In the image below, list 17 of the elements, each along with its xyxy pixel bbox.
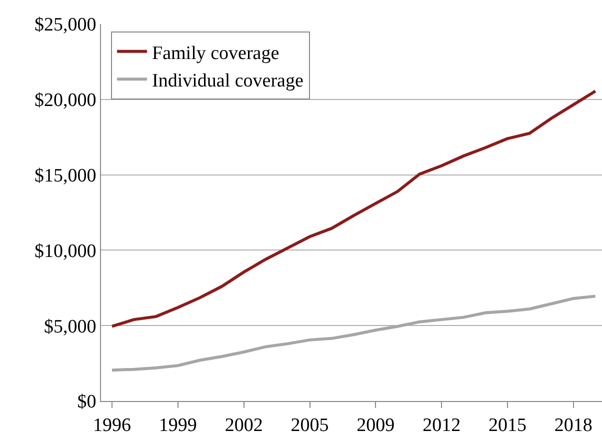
y-tick-label: $15,000 xyxy=(34,165,96,186)
x-tick-label: 2009 xyxy=(356,414,395,436)
y-tick-label: $20,000 xyxy=(34,90,96,112)
y-tick-label: $25,000 xyxy=(34,14,96,36)
legend-label: Individual coverage xyxy=(152,70,304,92)
x-tick-label: 2012 xyxy=(422,414,461,436)
y-tick-label: $5,000 xyxy=(44,316,96,338)
x-tick-label: 1999 xyxy=(158,414,197,436)
y-tick-label: $0 xyxy=(77,392,96,413)
y-tick-label: $10,000 xyxy=(34,240,96,262)
line-series xyxy=(110,90,597,328)
x-tick-label: 2002 xyxy=(224,414,263,436)
x-tick-label: 1996 xyxy=(92,414,131,436)
x-tick-label: 2005 xyxy=(290,414,329,436)
x-tick-label: 2018 xyxy=(554,414,592,436)
legend-label: Family coverage xyxy=(152,42,280,64)
x-tick-label: 2015 xyxy=(488,414,527,436)
